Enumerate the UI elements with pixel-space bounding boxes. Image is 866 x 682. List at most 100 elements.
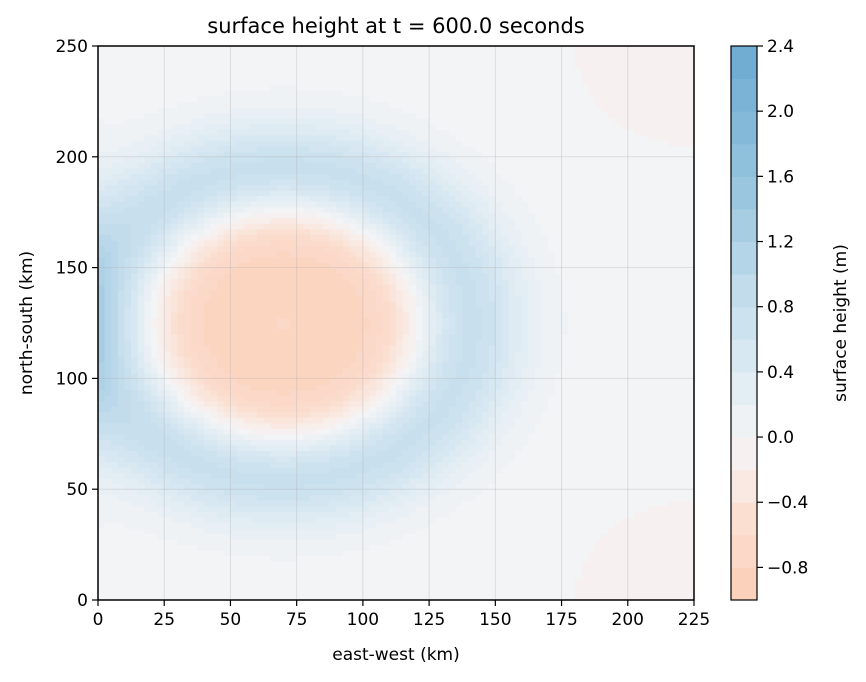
field-cell	[402, 184, 410, 191]
field-cell	[316, 566, 324, 573]
field-cell	[376, 444, 384, 452]
field-cell	[309, 550, 318, 557]
field-cell	[184, 539, 192, 546]
field-cell	[343, 212, 351, 219]
field-cell	[131, 311, 139, 319]
field-cell	[369, 250, 377, 258]
field-cell	[144, 500, 152, 507]
field-cell	[409, 273, 417, 280]
field-cell	[144, 156, 152, 163]
field-cell	[329, 151, 337, 158]
field-cell	[144, 217, 152, 224]
field-cell	[117, 317, 126, 324]
field-cell	[210, 84, 218, 91]
field-cell	[164, 389, 172, 396]
field-cell	[131, 250, 139, 258]
field-cell	[290, 245, 298, 252]
field-cell	[150, 79, 159, 86]
field-cell	[164, 129, 172, 136]
field-cell	[230, 483, 238, 490]
field-cell	[276, 201, 285, 208]
field-cell	[256, 461, 265, 468]
field-cell	[303, 212, 311, 219]
field-cell	[270, 505, 278, 512]
field-cell	[230, 467, 238, 474]
field-cell	[157, 444, 165, 452]
field-cell	[343, 328, 351, 335]
field-cell	[309, 278, 318, 285]
field-cell	[210, 134, 218, 141]
field-cell	[230, 256, 238, 263]
field-cell	[389, 406, 397, 413]
field-cell	[197, 555, 205, 562]
field-cell	[296, 295, 304, 302]
field-cell	[157, 300, 165, 307]
field-cell	[422, 561, 430, 568]
field-cell	[230, 151, 238, 158]
field-cell	[270, 284, 278, 291]
field-cell	[283, 323, 291, 330]
field-cell	[184, 544, 192, 551]
field-cell	[296, 489, 304, 496]
field-cell	[250, 561, 258, 568]
field-cell	[409, 123, 417, 130]
field-cell	[263, 594, 271, 600]
field-cell	[98, 395, 106, 402]
field-cell	[409, 461, 417, 468]
field-cell	[170, 566, 179, 573]
field-cell	[329, 417, 337, 424]
field-cell	[124, 223, 132, 230]
field-cell	[243, 395, 251, 402]
field-cell	[376, 378, 384, 385]
field-cell	[389, 156, 397, 163]
field-cell	[296, 566, 304, 573]
field-cell	[210, 516, 218, 524]
field-cell	[144, 439, 152, 446]
field-cell	[117, 334, 126, 341]
field-cell	[415, 228, 424, 235]
field-cell	[190, 289, 198, 296]
field-cell	[150, 234, 159, 241]
field-cell	[389, 162, 397, 169]
field-cell	[362, 311, 371, 319]
field-cell	[323, 455, 331, 463]
field-cell	[104, 539, 112, 546]
field-cell	[263, 417, 271, 424]
field-cell	[98, 51, 106, 58]
field-cell	[409, 278, 417, 285]
field-cell	[144, 383, 152, 391]
field-cell	[164, 278, 172, 285]
field-cell	[303, 273, 311, 280]
field-cell	[243, 195, 251, 202]
field-cell	[223, 444, 232, 452]
field-cell	[270, 378, 278, 385]
field-cell	[349, 306, 357, 313]
field-cell	[157, 411, 165, 418]
field-cell	[203, 395, 212, 402]
field-cell	[316, 583, 324, 590]
field-cell	[369, 356, 377, 363]
field-cell	[283, 250, 291, 258]
field-cell	[389, 505, 397, 512]
field-cell	[323, 300, 331, 307]
field-cell	[323, 505, 331, 512]
field-cell	[164, 95, 172, 102]
field-cell	[217, 533, 225, 540]
field-cell	[131, 478, 139, 485]
field-cell	[329, 245, 337, 252]
field-cell	[150, 250, 159, 258]
field-cell	[283, 234, 291, 241]
field-cell	[263, 539, 271, 546]
field-cell	[150, 577, 159, 584]
field-cell	[402, 583, 410, 590]
field-cell	[316, 206, 324, 213]
field-cell	[111, 467, 119, 474]
field-cell	[250, 95, 258, 102]
field-cell	[349, 140, 357, 147]
field-cell	[164, 190, 172, 197]
field-cell	[296, 284, 304, 291]
field-cell	[409, 323, 417, 330]
field-cell	[329, 256, 337, 263]
field-cell	[223, 367, 232, 374]
field-cell	[157, 101, 165, 108]
